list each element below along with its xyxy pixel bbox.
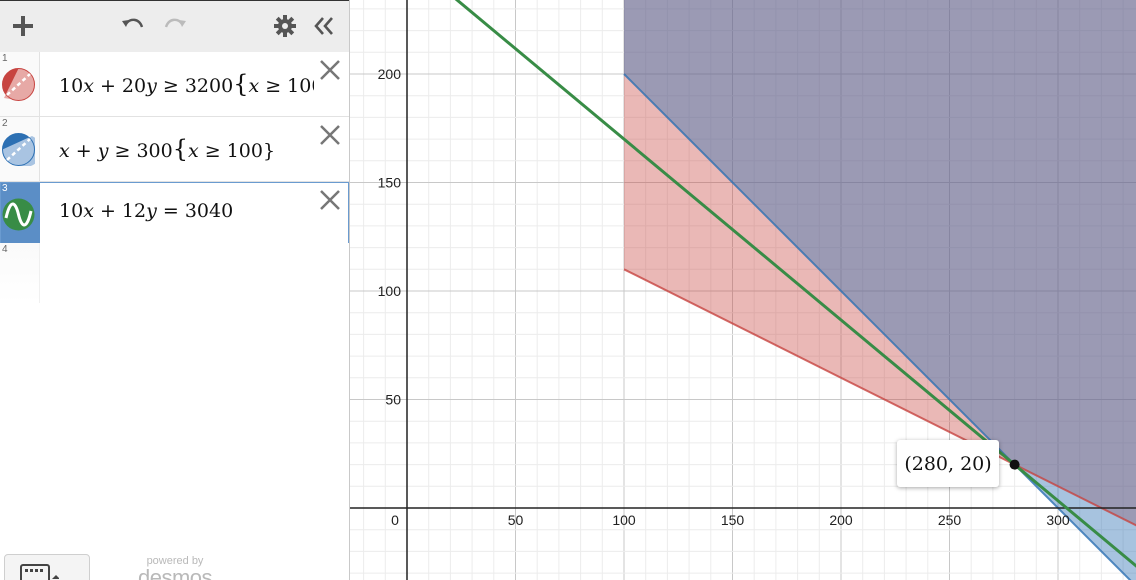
- expression-gutter: 3: [0, 182, 40, 246]
- expression-row-empty[interactable]: 4: [0, 243, 349, 303]
- undo-button[interactable]: [118, 9, 148, 43]
- formula-brace: {: [172, 135, 188, 163]
- formula-brace: {: [233, 70, 249, 98]
- plus-icon: [13, 16, 33, 36]
- blue-boundary-line: [623, 73, 1132, 580]
- intersection-point: [1009, 459, 1020, 470]
- x-tick-label: 150: [721, 512, 745, 528]
- red-boundary-line: [623, 268, 1136, 527]
- formula-part: 10: [59, 200, 84, 222]
- formula-part: = 3040: [156, 200, 234, 222]
- formula-part: +: [69, 140, 98, 162]
- formula-part: + 20: [93, 75, 147, 97]
- formula-var: x: [248, 75, 260, 97]
- keyboard-icon: [20, 564, 59, 580]
- y-tick-label: 50: [385, 392, 401, 408]
- dashed-inequality-icon[interactable]: [2, 68, 35, 101]
- formula-var: y: [97, 140, 109, 162]
- graph-canvas[interactable]: 0 50 100 150 200 250 300 50 100 150 200 (280, 20): [350, 0, 1136, 580]
- expression-formula[interactable]: 10x + 20y ≥ 3200{x ≥ 100: [59, 70, 314, 100]
- graph-svg[interactable]: 0 50 100 150 200 250 300 50 100 150 200: [350, 0, 1136, 580]
- formula-var: x: [188, 140, 199, 162]
- gear-icon: [274, 15, 296, 37]
- dashed-inequality-icon[interactable]: [2, 133, 35, 166]
- expression-number: 1: [2, 53, 8, 64]
- powered-by-desmos-logo: powered by desmos: [130, 555, 220, 580]
- undo-icon: [122, 18, 144, 28]
- formula-var: x: [59, 140, 70, 162]
- x-tick-label: 250: [938, 512, 962, 528]
- expression-gutter: 4: [0, 243, 40, 303]
- add-item-button[interactable]: [8, 9, 38, 43]
- formula-part: ≥ 100}: [198, 140, 276, 162]
- double-chevron-left-icon: [314, 17, 333, 35]
- settings-button[interactable]: [270, 9, 300, 43]
- expression-gutter: 2: [0, 117, 40, 181]
- expression-toolbar: [0, 0, 349, 53]
- formula-var: y: [146, 200, 157, 222]
- keyboard-toggle-button[interactable]: [4, 554, 90, 580]
- formula-part: ≥ 300: [108, 140, 173, 162]
- formula-var: x: [83, 75, 94, 97]
- y-tick-label: 100: [378, 283, 402, 299]
- formula-part: ≥ 3200: [156, 75, 234, 97]
- formula-var: x: [83, 200, 94, 222]
- expression-formula[interactable]: 10x + 12y = 3040: [59, 200, 314, 230]
- formula-part: 10: [59, 75, 84, 97]
- x-tick-label: 200: [829, 512, 853, 528]
- wave-line-icon[interactable]: [2, 198, 35, 231]
- formula-var: y: [146, 75, 157, 97]
- expression-panel: 1 10x + 20y ≥ 3200{x ≥ 100 2: [0, 0, 350, 580]
- x-tick-label: 0: [391, 512, 399, 528]
- point-coordinate-label[interactable]: (280, 20): [897, 440, 999, 487]
- expression-number: 4: [2, 244, 8, 255]
- formula-part: ≥ 100: [265, 75, 314, 97]
- expression-row-selected[interactable]: 3 10x + 12y = 3040: [0, 182, 349, 247]
- redo-icon: [164, 18, 186, 28]
- y-tick-label: 150: [378, 175, 402, 191]
- delete-expression-icon[interactable]: [318, 123, 342, 147]
- expression-formula[interactable]: x + y ≥ 300{x ≥ 100}: [59, 135, 314, 165]
- delete-expression-icon[interactable]: [318, 188, 342, 212]
- delete-expression-icon[interactable]: [318, 58, 342, 82]
- x-tick-label: 50: [508, 512, 524, 528]
- y-tick-label: 200: [378, 66, 402, 82]
- formula-part: + 12: [93, 200, 147, 222]
- collapse-panel-button[interactable]: [309, 9, 339, 43]
- blue-inequality-region: [624, 0, 1136, 580]
- expression-number: 3: [2, 183, 8, 194]
- powered-by-text: powered by: [146, 555, 204, 567]
- redo-button[interactable]: [160, 9, 190, 43]
- x-tick-label: 100: [612, 512, 636, 528]
- x-tick-label: 300: [1046, 512, 1070, 528]
- desmos-brand-text: desmos: [137, 565, 213, 580]
- expression-row[interactable]: 1 10x + 20y ≥ 3200{x ≥ 100: [0, 52, 349, 117]
- expression-number: 2: [2, 118, 8, 129]
- expression-row[interactable]: 2 x + y ≥ 300{x ≥ 100}: [0, 117, 349, 182]
- red-inequality-region: [624, 0, 1136, 526]
- expression-gutter: 1: [0, 52, 40, 116]
